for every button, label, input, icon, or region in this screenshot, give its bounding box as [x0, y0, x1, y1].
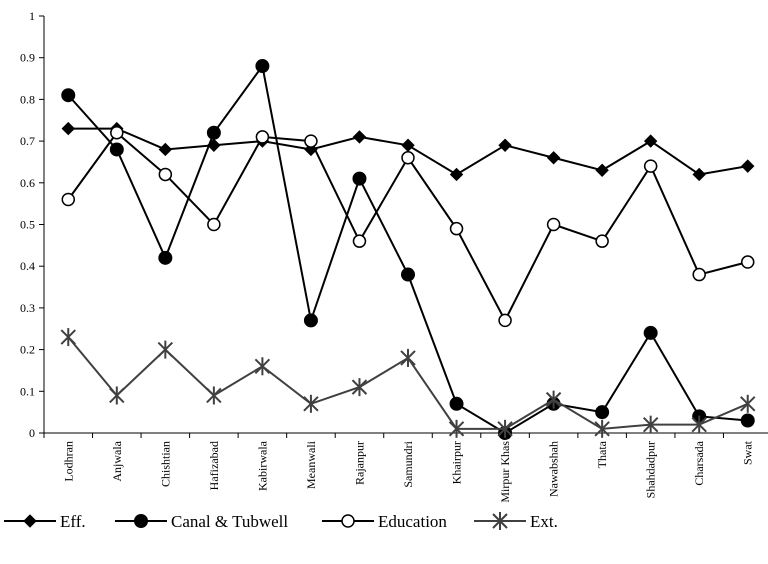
- data-point-canal-tubwell: [352, 171, 367, 186]
- legend-label: Education: [378, 512, 447, 531]
- data-point-education: [740, 255, 755, 269]
- data-point-education: [692, 267, 706, 282]
- legend-item-canal-tubwell: Canal & Tubwell: [115, 512, 288, 531]
- data-point-education: [643, 159, 658, 173]
- data-point-education: [110, 126, 124, 140]
- data-point-canal-tubwell: [740, 413, 755, 428]
- chart-legend: Eff. Canal & Tubwell Education Ext.: [4, 512, 558, 531]
- data-point-canal-tubwell: [61, 88, 76, 103]
- data-point-eff: [741, 159, 755, 173]
- data-point-education: [546, 217, 561, 232]
- data-point-canal-tubwell: [255, 59, 270, 74]
- series-canal-tubwell: [61, 59, 755, 440]
- data-point-eff: [449, 167, 464, 182]
- x-category-label: Mirpur Khas: [498, 441, 512, 503]
- data-point-ext: [691, 415, 707, 434]
- chart-series: [60, 59, 756, 440]
- data-point-education: [498, 313, 512, 328]
- legend-marker-icon: [134, 514, 148, 528]
- data-point-ext: [157, 340, 174, 359]
- data-point-education: [304, 134, 318, 148]
- x-category-label: Rajanpur: [352, 441, 366, 485]
- x-category-label: Hafizabad: [207, 441, 221, 490]
- y-tick-label: 0.5: [20, 218, 35, 232]
- legend-item-eff: Eff.: [4, 512, 86, 531]
- y-tick-label: 1: [29, 9, 35, 23]
- x-category-label: Kabirwala: [255, 440, 269, 491]
- data-point-eff: [595, 163, 609, 177]
- y-tick-label: 0.3: [20, 301, 35, 315]
- data-point-canal-tubwell: [109, 142, 124, 157]
- data-point-education: [255, 130, 270, 144]
- x-category-label: Thata: [595, 440, 609, 468]
- data-point-ext: [740, 394, 756, 413]
- data-point-ext: [545, 390, 562, 409]
- y-tick-label: 0: [29, 426, 35, 440]
- data-point-education: [352, 234, 367, 248]
- data-point-ext: [109, 386, 125, 405]
- x-category-label: Swat: [741, 440, 755, 465]
- legend-item-education: Education: [322, 512, 447, 531]
- series-ext: [60, 328, 756, 438]
- data-point-ext: [206, 386, 222, 405]
- x-category-label: Khairpur: [450, 441, 464, 484]
- data-point-eff: [546, 151, 561, 165]
- y-tick-label: 0.8: [20, 92, 35, 106]
- data-point-eff: [692, 167, 706, 182]
- x-category-label: Lodhran: [61, 441, 75, 482]
- y-tick-label: 0.9: [20, 51, 35, 65]
- data-point-eff: [401, 138, 415, 152]
- data-point-eff: [158, 142, 173, 157]
- legend-item-ext: Ext.: [474, 512, 558, 531]
- y-tick-label: 0.1: [20, 384, 35, 398]
- legend-marker-icon: [492, 512, 508, 530]
- data-point-canal-tubwell: [303, 313, 318, 328]
- data-point-ext: [60, 328, 76, 347]
- data-point-eff: [498, 138, 512, 152]
- data-point-ext: [254, 357, 271, 376]
- y-tick-label: 0.6: [20, 176, 35, 190]
- data-point-ext: [400, 348, 416, 367]
- legend-marker-icon: [341, 514, 355, 528]
- x-category-label: Chishtian: [158, 441, 172, 487]
- data-point-education: [449, 221, 464, 236]
- data-point-ext: [351, 378, 368, 397]
- y-tick-label: 0.2: [20, 343, 35, 357]
- y-tick-label: 0.4: [20, 259, 35, 273]
- chart-axes: 0 0.1 0.2 0.3 0.4 0.5 0.6 0.7 0.8 0.9 1 Lodhran Anjw…: [20, 9, 768, 503]
- x-category-label: Anjwala: [110, 440, 124, 481]
- data-point-eff: [643, 134, 658, 148]
- data-point-canal-tubwell: [449, 396, 464, 411]
- data-point-canal-tubwell: [158, 250, 173, 265]
- y-tick-label: 0.7: [20, 134, 35, 148]
- data-point-eff: [61, 121, 75, 136]
- x-category-label: Meanwali: [304, 440, 318, 489]
- x-category-label: Nawabshah: [547, 441, 561, 497]
- data-point-canal-tubwell: [643, 325, 658, 340]
- data-point-education: [158, 167, 173, 182]
- data-point-ext: [594, 419, 610, 438]
- series-education: [61, 126, 755, 328]
- legend-label: Ext.: [530, 512, 558, 531]
- legend-marker-icon: [23, 514, 37, 528]
- data-point-eff: [352, 130, 367, 144]
- x-category-label: Charsada: [692, 440, 706, 485]
- data-point-canal-tubwell: [401, 267, 415, 282]
- data-point-education: [401, 151, 415, 165]
- data-point-ext: [303, 394, 319, 413]
- x-category-label: Samundri: [401, 440, 415, 487]
- x-category-label: Shahdadpur: [644, 441, 658, 498]
- data-point-ext: [497, 419, 513, 438]
- data-point-ext: [448, 419, 465, 438]
- data-point-education: [207, 217, 221, 232]
- data-point-canal-tubwell: [206, 125, 221, 140]
- legend-label: Eff.: [60, 512, 86, 531]
- data-point-education: [595, 234, 609, 248]
- data-point-canal-tubwell: [595, 405, 610, 420]
- series-line-canal-tubwell: [67, 63, 748, 435]
- data-point-education: [61, 192, 76, 207]
- data-point-ext: [642, 415, 659, 434]
- legend-label: Canal & Tubwell: [171, 512, 288, 531]
